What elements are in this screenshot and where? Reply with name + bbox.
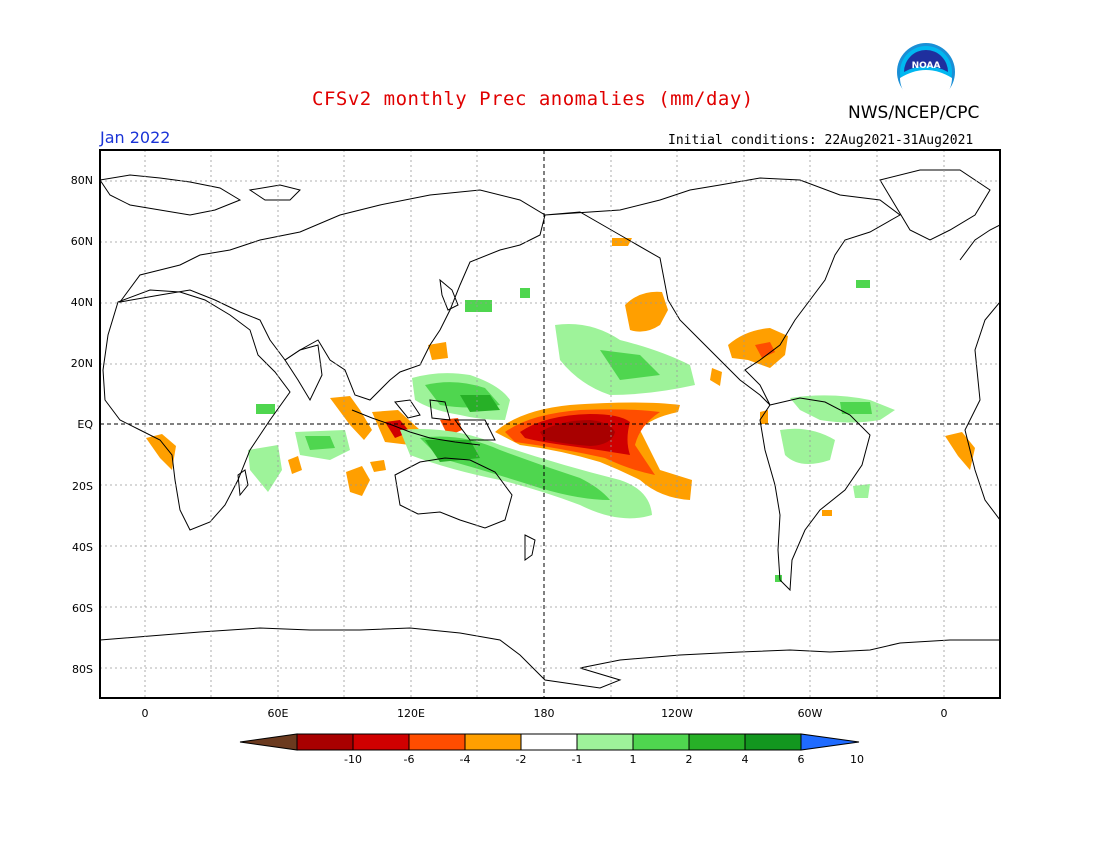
colorbar-label: -2 — [516, 753, 527, 766]
lat-label: 40N — [71, 296, 93, 309]
colorbar-label: 10 — [850, 753, 864, 766]
agency-label: NWS/NCEP/CPC — [848, 103, 980, 123]
lat-label: 60S — [72, 602, 93, 615]
colorbar: -10 -6 -4 -2 -1 1 2 4 6 10 — [239, 733, 864, 766]
lon-label: 60E — [268, 707, 289, 720]
lon-label: 120W — [661, 707, 693, 720]
colorbar-label: 2 — [686, 753, 693, 766]
colorbar-label: -6 — [404, 753, 415, 766]
lat-label: 80S — [72, 663, 93, 676]
colorbar-label: -1 — [572, 753, 583, 766]
colorbar-label: 4 — [742, 753, 749, 766]
colorbar-label: -10 — [344, 753, 362, 766]
lon-label: 180 — [534, 707, 555, 720]
colorbar-arrow-low — [239, 733, 298, 751]
colorbar-swatch — [632, 733, 690, 751]
lat-label: EQ — [77, 418, 93, 431]
map-title: CFSv2 monthly Prec anomalies (mm/day) — [312, 88, 754, 110]
map-frame — [99, 149, 1001, 699]
colorbar-swatch — [296, 733, 354, 751]
forecast-month: Jan 2022 — [100, 128, 171, 147]
lat-labels: 80N 60N 40N 20N EQ 20S 40S 60S 80S — [71, 174, 94, 676]
colorbar-swatch — [576, 733, 634, 751]
lat-label: 20S — [72, 480, 93, 493]
lon-labels: 0 60E 120E 180 120W 60W 0 — [142, 707, 948, 720]
colorbar-swatch — [352, 733, 410, 751]
colorbar-swatch — [464, 733, 522, 751]
lat-label: 40S — [72, 541, 93, 554]
colorbar-swatch — [520, 733, 578, 751]
colorbar-label: -4 — [460, 753, 471, 766]
lon-label: 60W — [798, 707, 823, 720]
lat-label: 60N — [71, 235, 93, 248]
initial-conditions: Initial conditions: 22Aug2021-31Aug2021 — [668, 133, 974, 148]
lat-label: 80N — [71, 174, 93, 187]
coastlines — [100, 169, 1000, 689]
anomaly-shading — [146, 238, 975, 582]
lon-label: 120E — [397, 707, 425, 720]
gridlines — [100, 150, 1000, 698]
logo-text: NOAA — [912, 61, 941, 71]
lon-label: 0 — [142, 707, 149, 720]
colorbar-label: 6 — [798, 753, 805, 766]
colorbar-swatch — [744, 733, 802, 751]
lat-label: 20N — [71, 357, 93, 370]
colorbar-arrow-high — [800, 733, 860, 751]
colorbar-label: 1 — [630, 753, 637, 766]
noaa-logo-icon: NOAA — [897, 43, 955, 102]
colorbar-swatch — [688, 733, 746, 751]
colorbar-swatch — [408, 733, 466, 751]
lon-label: 0 — [941, 707, 948, 720]
